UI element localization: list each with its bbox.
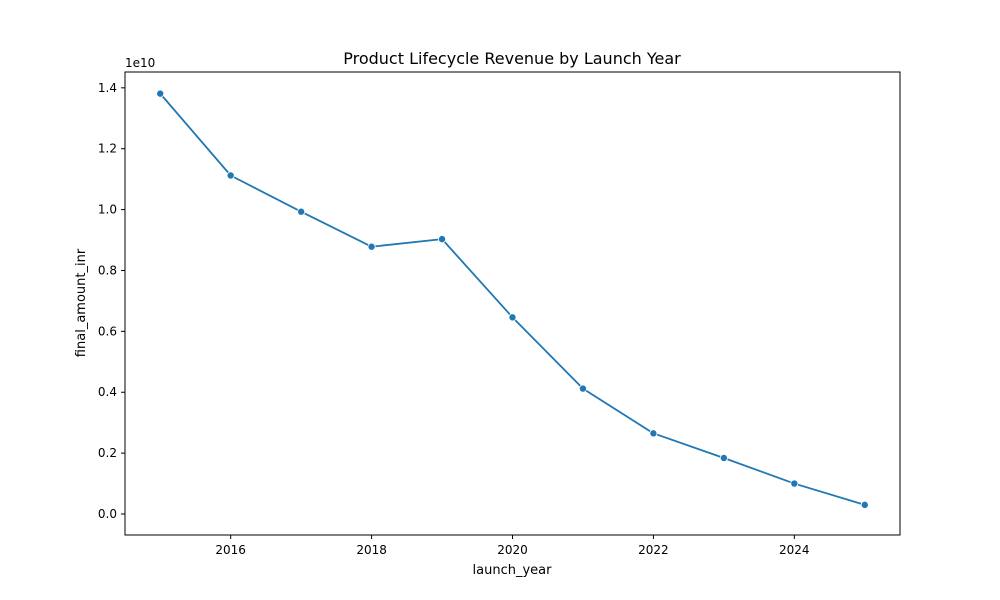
data-point-2017	[297, 207, 306, 216]
series-line	[159, 93, 866, 506]
data-point-2020	[508, 313, 517, 322]
y-tick-label: 0.4	[98, 385, 117, 399]
y-tick-label: 1.2	[98, 142, 117, 156]
y-axis-label: final_amount_inr	[74, 248, 89, 357]
x-tick-label: 2020	[497, 543, 528, 557]
data-point-2022	[649, 429, 658, 438]
chart-title: Product Lifecycle Revenue by Launch Year	[343, 49, 681, 68]
data-point-2015	[156, 89, 165, 98]
y-tick-label: 0.0	[98, 507, 117, 521]
x-tick-label: 2016	[215, 543, 246, 557]
data-point-2021	[578, 384, 587, 393]
plot-frame	[124, 71, 901, 536]
data-point-2019	[438, 235, 447, 244]
x-tick-label: 2018	[356, 543, 387, 557]
data-point-2016	[226, 171, 235, 180]
y-tick-label: 1.4	[98, 81, 117, 95]
x-tick-label: 2022	[638, 543, 669, 557]
data-point-2024	[790, 479, 799, 488]
data-point-2025	[860, 500, 869, 509]
y-tick-label: 1.0	[98, 203, 117, 217]
y-tick-label: 0.6	[98, 324, 117, 338]
data-point-2023	[719, 453, 728, 462]
x-tick-label: 2024	[779, 543, 810, 557]
y-tick-label: 0.2	[98, 446, 117, 460]
y-tick-label: 0.8	[98, 263, 117, 277]
x-axis-label: launch_year	[473, 563, 553, 578]
y-offset-label: 1e10	[125, 56, 155, 70]
data-point-2018	[367, 242, 376, 251]
